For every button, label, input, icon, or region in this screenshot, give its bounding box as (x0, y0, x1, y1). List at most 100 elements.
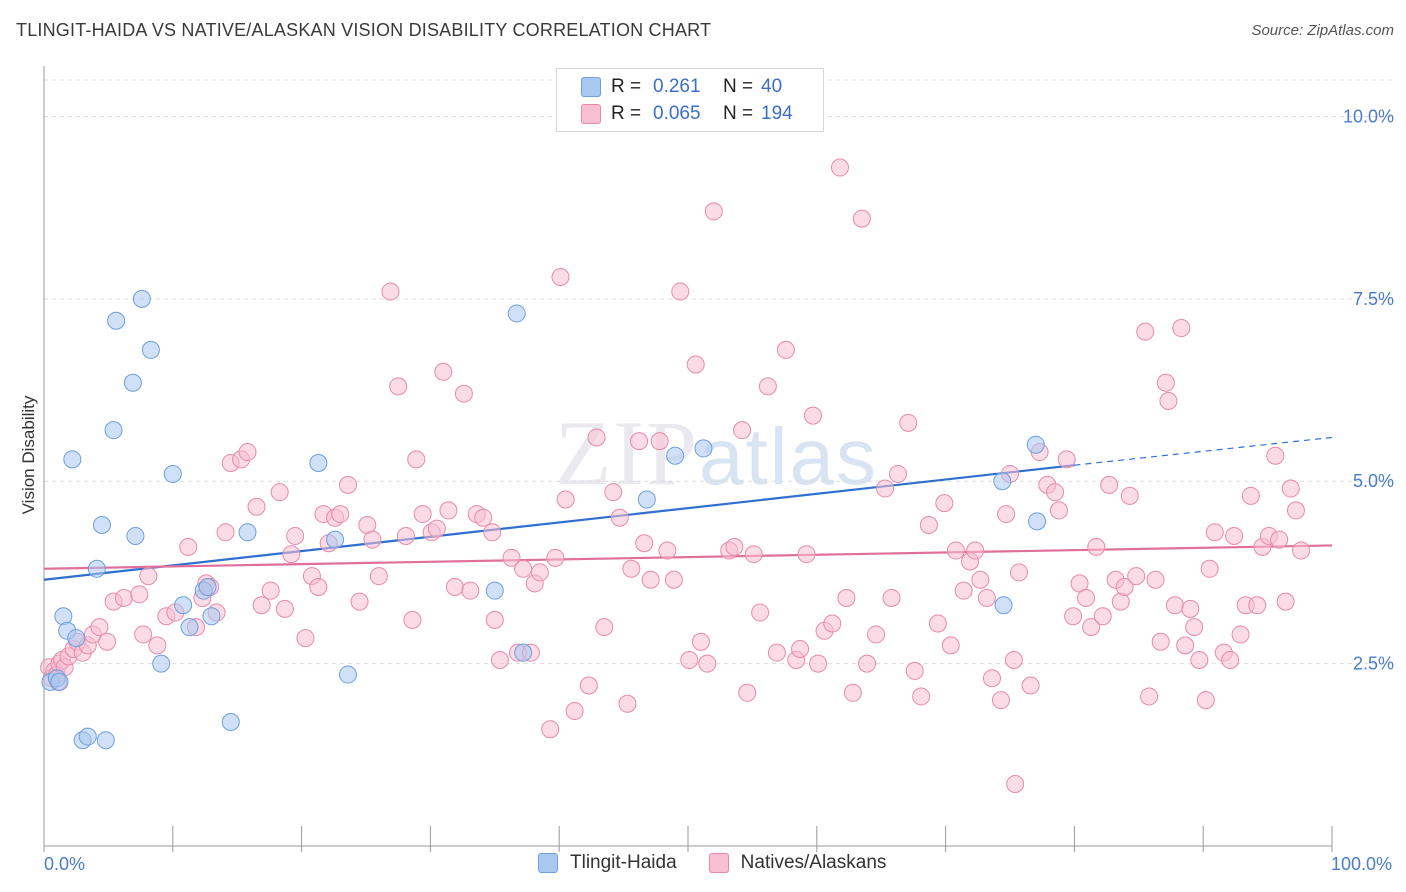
point-natives-alaskans (1140, 687, 1159, 706)
point-natives-alaskans (483, 523, 502, 542)
point-natives-alaskans (1046, 483, 1065, 502)
point-natives-alaskans (1010, 563, 1029, 582)
watermark: ZIPatlas (555, 400, 878, 506)
point-tlingit-haida (994, 596, 1013, 615)
point-natives-alaskans (905, 661, 924, 680)
legend-swatch-tlingit (581, 77, 601, 97)
point-natives-alaskans (1021, 676, 1040, 695)
point-tlingit-haida (87, 559, 106, 578)
point-tlingit-haida (141, 340, 160, 359)
point-tlingit-haida (637, 490, 656, 509)
point-natives-alaskans (1120, 486, 1139, 505)
point-natives-alaskans (1049, 501, 1068, 520)
point-natives-alaskans (1076, 588, 1095, 607)
bottom-legend-label: Tlingit-Haida (570, 852, 677, 873)
point-natives-alaskans (1165, 596, 1184, 615)
point-tlingit-haida (126, 526, 145, 545)
point-natives-alaskans (882, 588, 901, 607)
x-tick-label: 0.0% (44, 854, 85, 874)
point-natives-alaskans (369, 567, 388, 586)
point-natives-alaskans (134, 625, 153, 644)
point-natives-alaskans (1241, 486, 1260, 505)
point-natives-alaskans (791, 640, 810, 659)
point-natives-alaskans (286, 526, 305, 545)
point-natives-alaskans (610, 508, 629, 527)
point-tlingit-haida (198, 578, 217, 597)
point-tlingit-haida (666, 446, 685, 465)
legend-n-value: 40 (761, 76, 783, 97)
point-natives-alaskans (919, 516, 938, 535)
point-natives-alaskans (823, 614, 842, 633)
point-natives-alaskans (530, 563, 549, 582)
point-tlingit-haida (993, 472, 1012, 491)
point-tlingit-haida (132, 289, 151, 308)
trend-line-natives-alaskans (43, 544, 1333, 570)
bottom-legend-natives: Natives/Alaskans (708, 852, 886, 874)
point-natives-alaskans (90, 618, 109, 637)
point-natives-alaskans (1286, 501, 1305, 520)
point-natives-alaskans (733, 421, 752, 440)
point-natives-alaskans (622, 559, 641, 578)
point-tlingit-haida (123, 373, 142, 392)
point-natives-alaskans (704, 202, 723, 221)
point-tlingit-haida (92, 516, 111, 535)
point-natives-alaskans (935, 494, 954, 513)
point-tlingit-haida (514, 643, 533, 662)
point-natives-alaskans (843, 683, 862, 702)
point-tlingit-haida (107, 311, 126, 330)
legend-n-value: 194 (761, 103, 793, 124)
x-tick-label: 100.0% (1331, 854, 1392, 874)
point-natives-alaskans (595, 618, 614, 637)
point-natives-alaskans (1146, 570, 1165, 589)
legend-r-value: 0.261 (653, 76, 701, 97)
trend-lines (43, 436, 1333, 581)
point-natives-alaskans (1185, 618, 1204, 637)
point-tlingit-haida (104, 421, 123, 440)
point-natives-alaskans (725, 537, 744, 556)
point-natives-alaskans (296, 629, 315, 648)
point-natives-alaskans (744, 545, 763, 564)
point-natives-alaskans (1172, 319, 1191, 338)
point-natives-alaskans (309, 578, 328, 597)
point-natives-alaskans (338, 475, 357, 494)
point-natives-alaskans (461, 581, 480, 600)
point-natives-alaskans (1087, 537, 1106, 556)
point-natives-alaskans (809, 654, 828, 673)
point-tlingit-haida (338, 665, 357, 684)
point-natives-alaskans (427, 519, 446, 538)
point-natives-alaskans (587, 428, 606, 447)
point-natives-alaskans (130, 585, 149, 604)
point-tlingit-haida (221, 712, 240, 731)
legend-swatch-natives (581, 104, 601, 124)
point-natives-alaskans (941, 636, 960, 655)
point-natives-alaskans (1159, 391, 1178, 410)
point-natives-alaskans (1156, 373, 1175, 392)
point-natives-alaskans (1151, 632, 1170, 651)
point-natives-alaskans (1248, 596, 1267, 615)
point-natives-alaskans (618, 694, 637, 713)
point-natives-alaskans (691, 632, 710, 651)
point-natives-alaskans (1225, 526, 1244, 545)
point-natives-alaskans (1004, 650, 1023, 669)
point-natives-alaskans (1276, 592, 1295, 611)
point-natives-alaskans (982, 669, 1001, 688)
legend-r-label: R = (611, 76, 642, 97)
point-natives-alaskans (546, 548, 565, 567)
point-natives-alaskans (413, 505, 432, 524)
point-natives-alaskans (252, 596, 271, 615)
point-natives-alaskans (650, 432, 669, 451)
y-tick-label: 2.5% (1353, 654, 1394, 674)
point-tlingit-haida (152, 654, 171, 673)
point-natives-alaskans (275, 599, 294, 618)
point-natives-alaskans (434, 362, 453, 381)
bottom-swatch-natives (708, 853, 729, 873)
point-natives-alaskans (381, 282, 400, 301)
y-tick-label: 10.0% (1343, 106, 1394, 126)
bottom-legend-tlingit: Tlingit-Haida (538, 852, 677, 874)
point-natives-alaskans (350, 592, 369, 611)
point-natives-alaskans (1281, 479, 1300, 498)
point-natives-alaskans (216, 523, 235, 542)
point-natives-alaskans (114, 588, 133, 607)
point-tlingit-haida (96, 731, 115, 750)
point-natives-alaskans (1082, 618, 1101, 637)
